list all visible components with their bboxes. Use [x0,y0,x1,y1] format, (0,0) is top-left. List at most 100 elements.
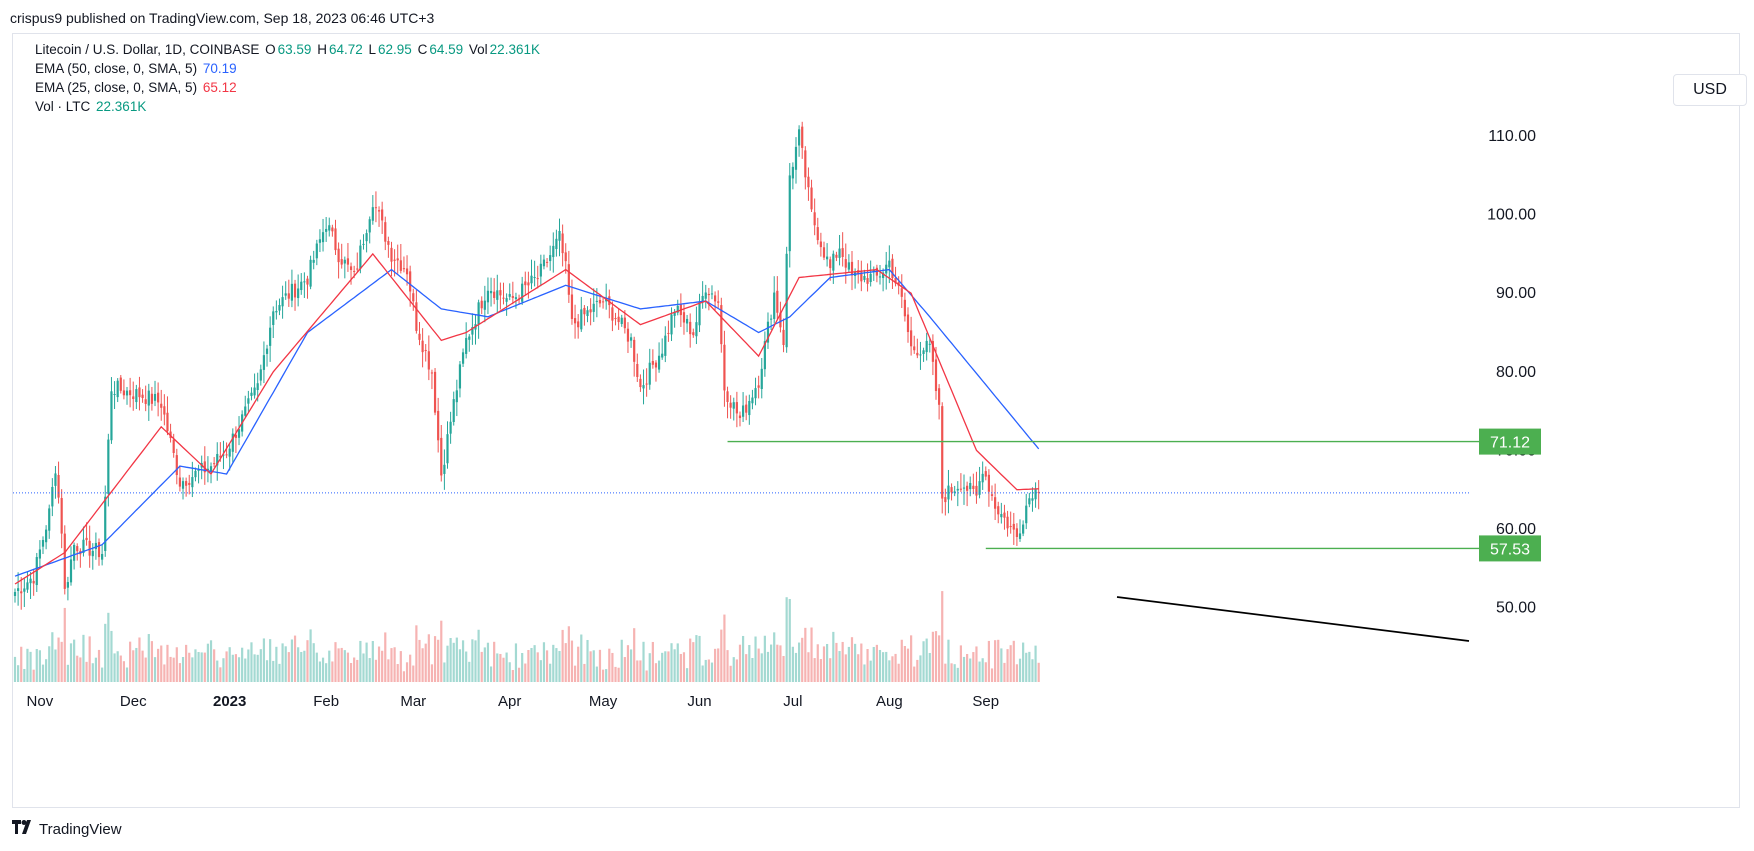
candle-body [119,377,122,391]
volume-bar [172,657,175,682]
candle-body [250,392,253,396]
candle-body [293,283,297,298]
volume-bar [116,651,119,682]
candle-body [642,385,645,389]
candle-body [353,270,356,272]
candle-body [626,328,630,342]
candle-body [94,542,97,550]
volume-bar [51,632,54,682]
candle-body [726,391,729,402]
volume-bar [829,658,832,682]
volume-bar [293,635,297,682]
volume-bar [595,666,598,682]
chart-frame[interactable]: Nov Dec 2023 Feb Mar Apr May Jun Jul Aug Sep 50.00 6… [12,33,1747,808]
volume-bar [517,667,521,682]
volume-bar [941,591,944,682]
candle-body [412,293,415,302]
volume-bar [1015,664,1019,682]
volume-bar [984,662,987,682]
candle-body [116,380,119,398]
candle-body [941,406,944,499]
candle-body [595,300,598,302]
volume-bar [197,652,200,682]
volume-bar [857,654,860,682]
candle-body [349,266,353,270]
candle-body [841,248,844,257]
candle-body [900,288,903,297]
candle-body [542,259,546,267]
candle-body [707,293,710,296]
volume-bar [29,651,32,682]
candle-body [832,253,835,271]
volume-bar [73,639,76,682]
volume-bar [35,649,38,682]
level-tag-0 [1479,428,1541,455]
ema-layer [14,252,1040,585]
volume-bar [1009,645,1012,682]
candle-body [129,390,132,396]
candle-body [85,537,88,541]
candle-body [769,318,773,320]
y-tick-label: 90.00 [1496,285,1536,302]
volume-bar [791,646,794,682]
candle-body [185,481,188,486]
volume-bar [580,634,583,682]
volume-bar [94,657,97,682]
candle-body [359,245,362,269]
candle-body [1012,523,1015,530]
level-layer: 71.12 57.53 [13,428,1541,642]
price-chart[interactable]: Nov Dec 2023 Feb Mar Apr May Jun Jul Aug Sep 50.00 6… [13,34,1739,807]
level-label-0: 71.12 [1490,435,1530,452]
volume-bar [493,641,496,682]
volume-bar [356,659,359,682]
volume-bar [994,640,997,682]
candle-body [48,508,51,531]
volume-bar [381,650,384,682]
currency-button[interactable]: USD [1673,74,1747,106]
candle-body [592,303,595,312]
candle-body [362,243,365,245]
ema25-line [14,252,1039,585]
volume-bar [449,638,452,682]
x-tick-label: Jun [687,693,711,710]
volume-bar [919,655,922,682]
volume-bar [664,651,667,682]
brand-footer[interactable]: TradingView [12,820,122,838]
volume-bar [325,663,328,682]
x-tick-label: Mar [400,693,426,710]
candle-body [20,591,23,594]
candle-body [847,262,850,270]
candle-body [670,314,673,335]
volume-bar [754,636,757,682]
volume-bar [676,643,679,682]
volume-bar [222,658,225,682]
volume-bar [321,657,325,682]
tradingview-logo-icon [12,820,34,838]
candle-body [237,429,241,438]
candle-body [483,300,486,310]
candle-body [620,317,623,324]
legend-ema25-row: EMA (25, close, 0, SMA, 5) 65.12 [35,80,239,95]
candle-body [163,406,166,415]
volume-bar [468,661,471,682]
volume-bar [430,664,434,682]
volume-bar [611,652,614,682]
candle-body [73,544,76,561]
candle-body [766,321,770,343]
candle-body [813,212,816,226]
candle-body [689,321,692,335]
volume-bar [82,634,85,682]
volume-bar [486,642,490,682]
volume-bar [160,645,163,682]
volume-bar [854,643,857,682]
volume-bar [346,652,350,682]
volume-bar [816,644,819,682]
volume-bar [200,652,203,682]
candle-body [916,352,919,356]
volume-bar [188,652,191,682]
volume-bar [530,648,533,682]
candle-body [125,390,129,396]
brand-name: TradingView [39,820,122,838]
volume-bar [213,649,216,682]
volume-bar [377,646,381,682]
